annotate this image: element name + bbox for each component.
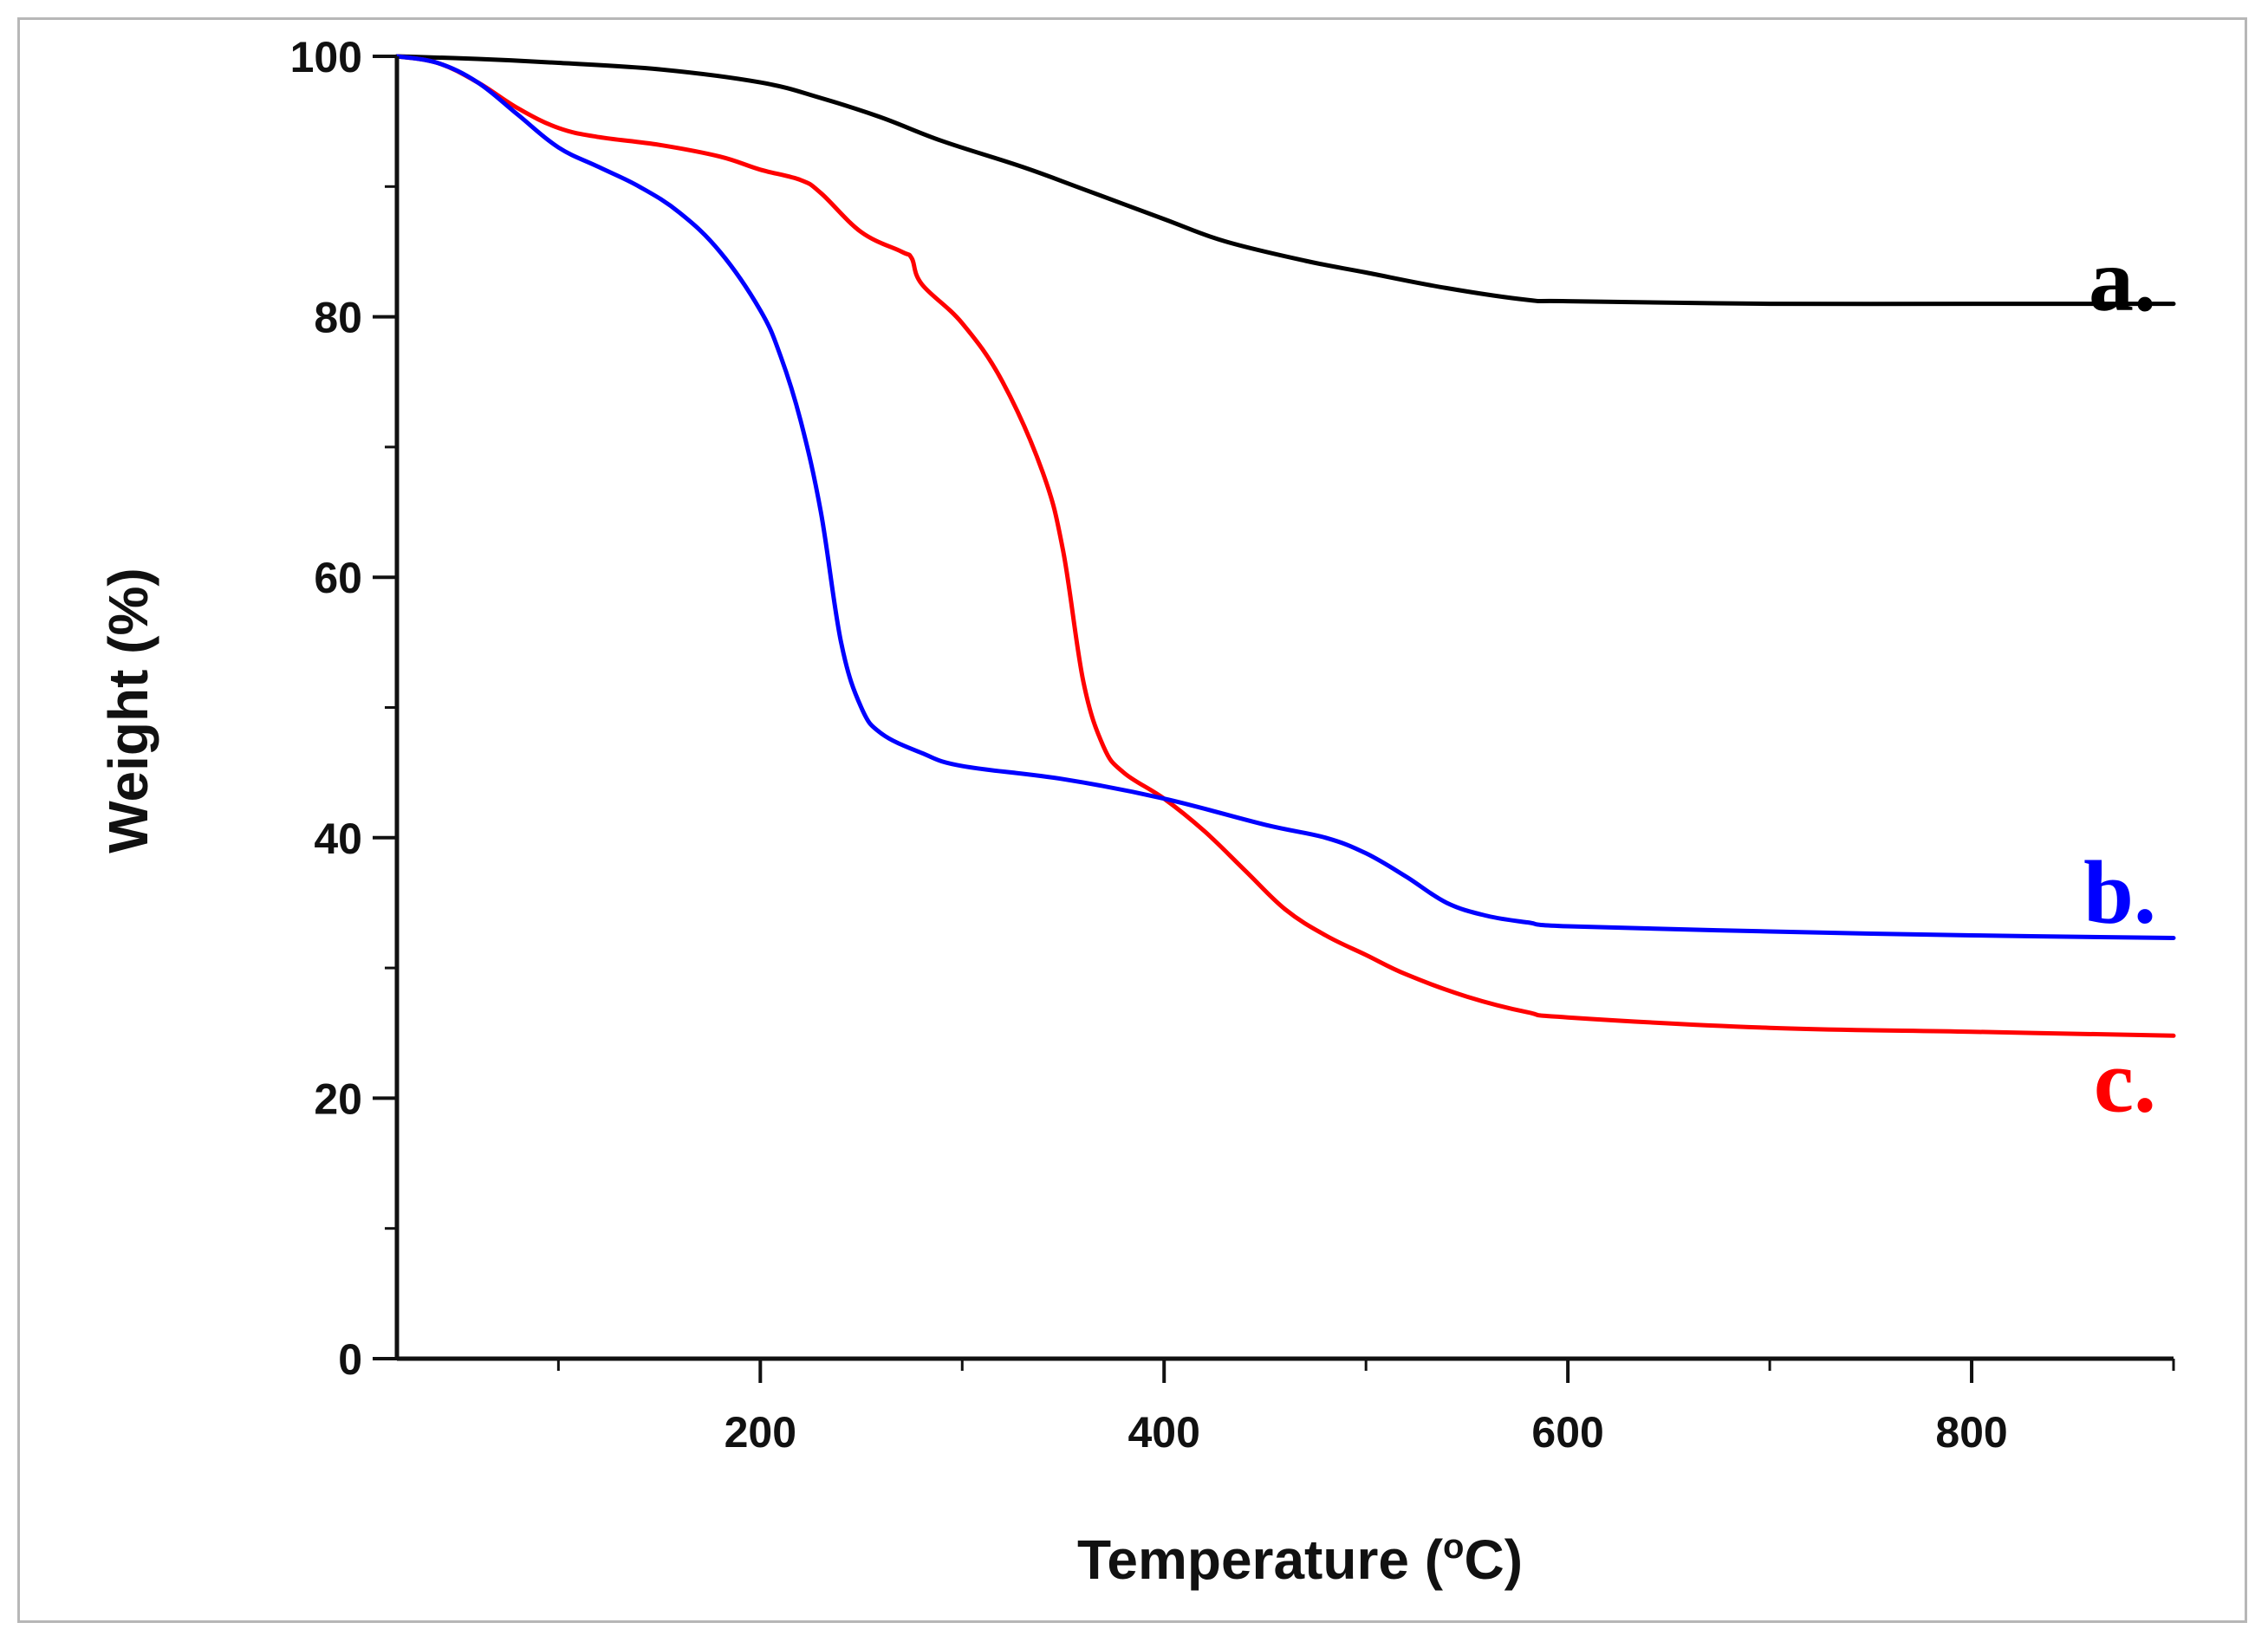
series-layer: [394, 54, 2176, 1038]
y-tick-label: 0: [338, 1335, 362, 1384]
x-tick-label: 800: [1935, 1408, 2007, 1457]
y-tick-label: 40: [314, 815, 362, 863]
x-axis-title-text: Temperature: [1077, 1528, 1409, 1591]
figure-frame: [17, 17, 2247, 1623]
x-tick-label: 600: [1531, 1408, 1603, 1457]
x-axis-unit-suffix: C): [1464, 1528, 1523, 1591]
x-axis-unit-prefix: (: [1425, 1528, 1444, 1591]
y-tick-label: 80: [314, 294, 362, 342]
series-label-a: a.: [2089, 230, 2156, 330]
y-axis-title: Weight (%): [97, 568, 159, 853]
axes-layer: [394, 56, 2174, 1361]
y-tick-label: 60: [314, 554, 362, 602]
ticks-layer: 0 20 40 60 80 100 200 400 600 800: [290, 33, 2175, 1457]
y-tick-label: 100: [290, 33, 362, 81]
x-tick-label: 200: [725, 1408, 796, 1457]
y-tick-label: 20: [314, 1074, 362, 1123]
series-line-b: [394, 54, 2176, 940]
labels-layer: a. b. c.: [2083, 230, 2156, 1131]
series-line-a: [394, 54, 2176, 307]
series-line-c: [394, 54, 2176, 1038]
series-label-c: c.: [2094, 1031, 2156, 1131]
x-axis-title: Temperature (oC): [1077, 1528, 1523, 1591]
series-label-b: b.: [2083, 842, 2156, 942]
x-axis-unit-superscript: o: [1443, 1528, 1464, 1566]
x-tick-label: 400: [1128, 1408, 1200, 1457]
